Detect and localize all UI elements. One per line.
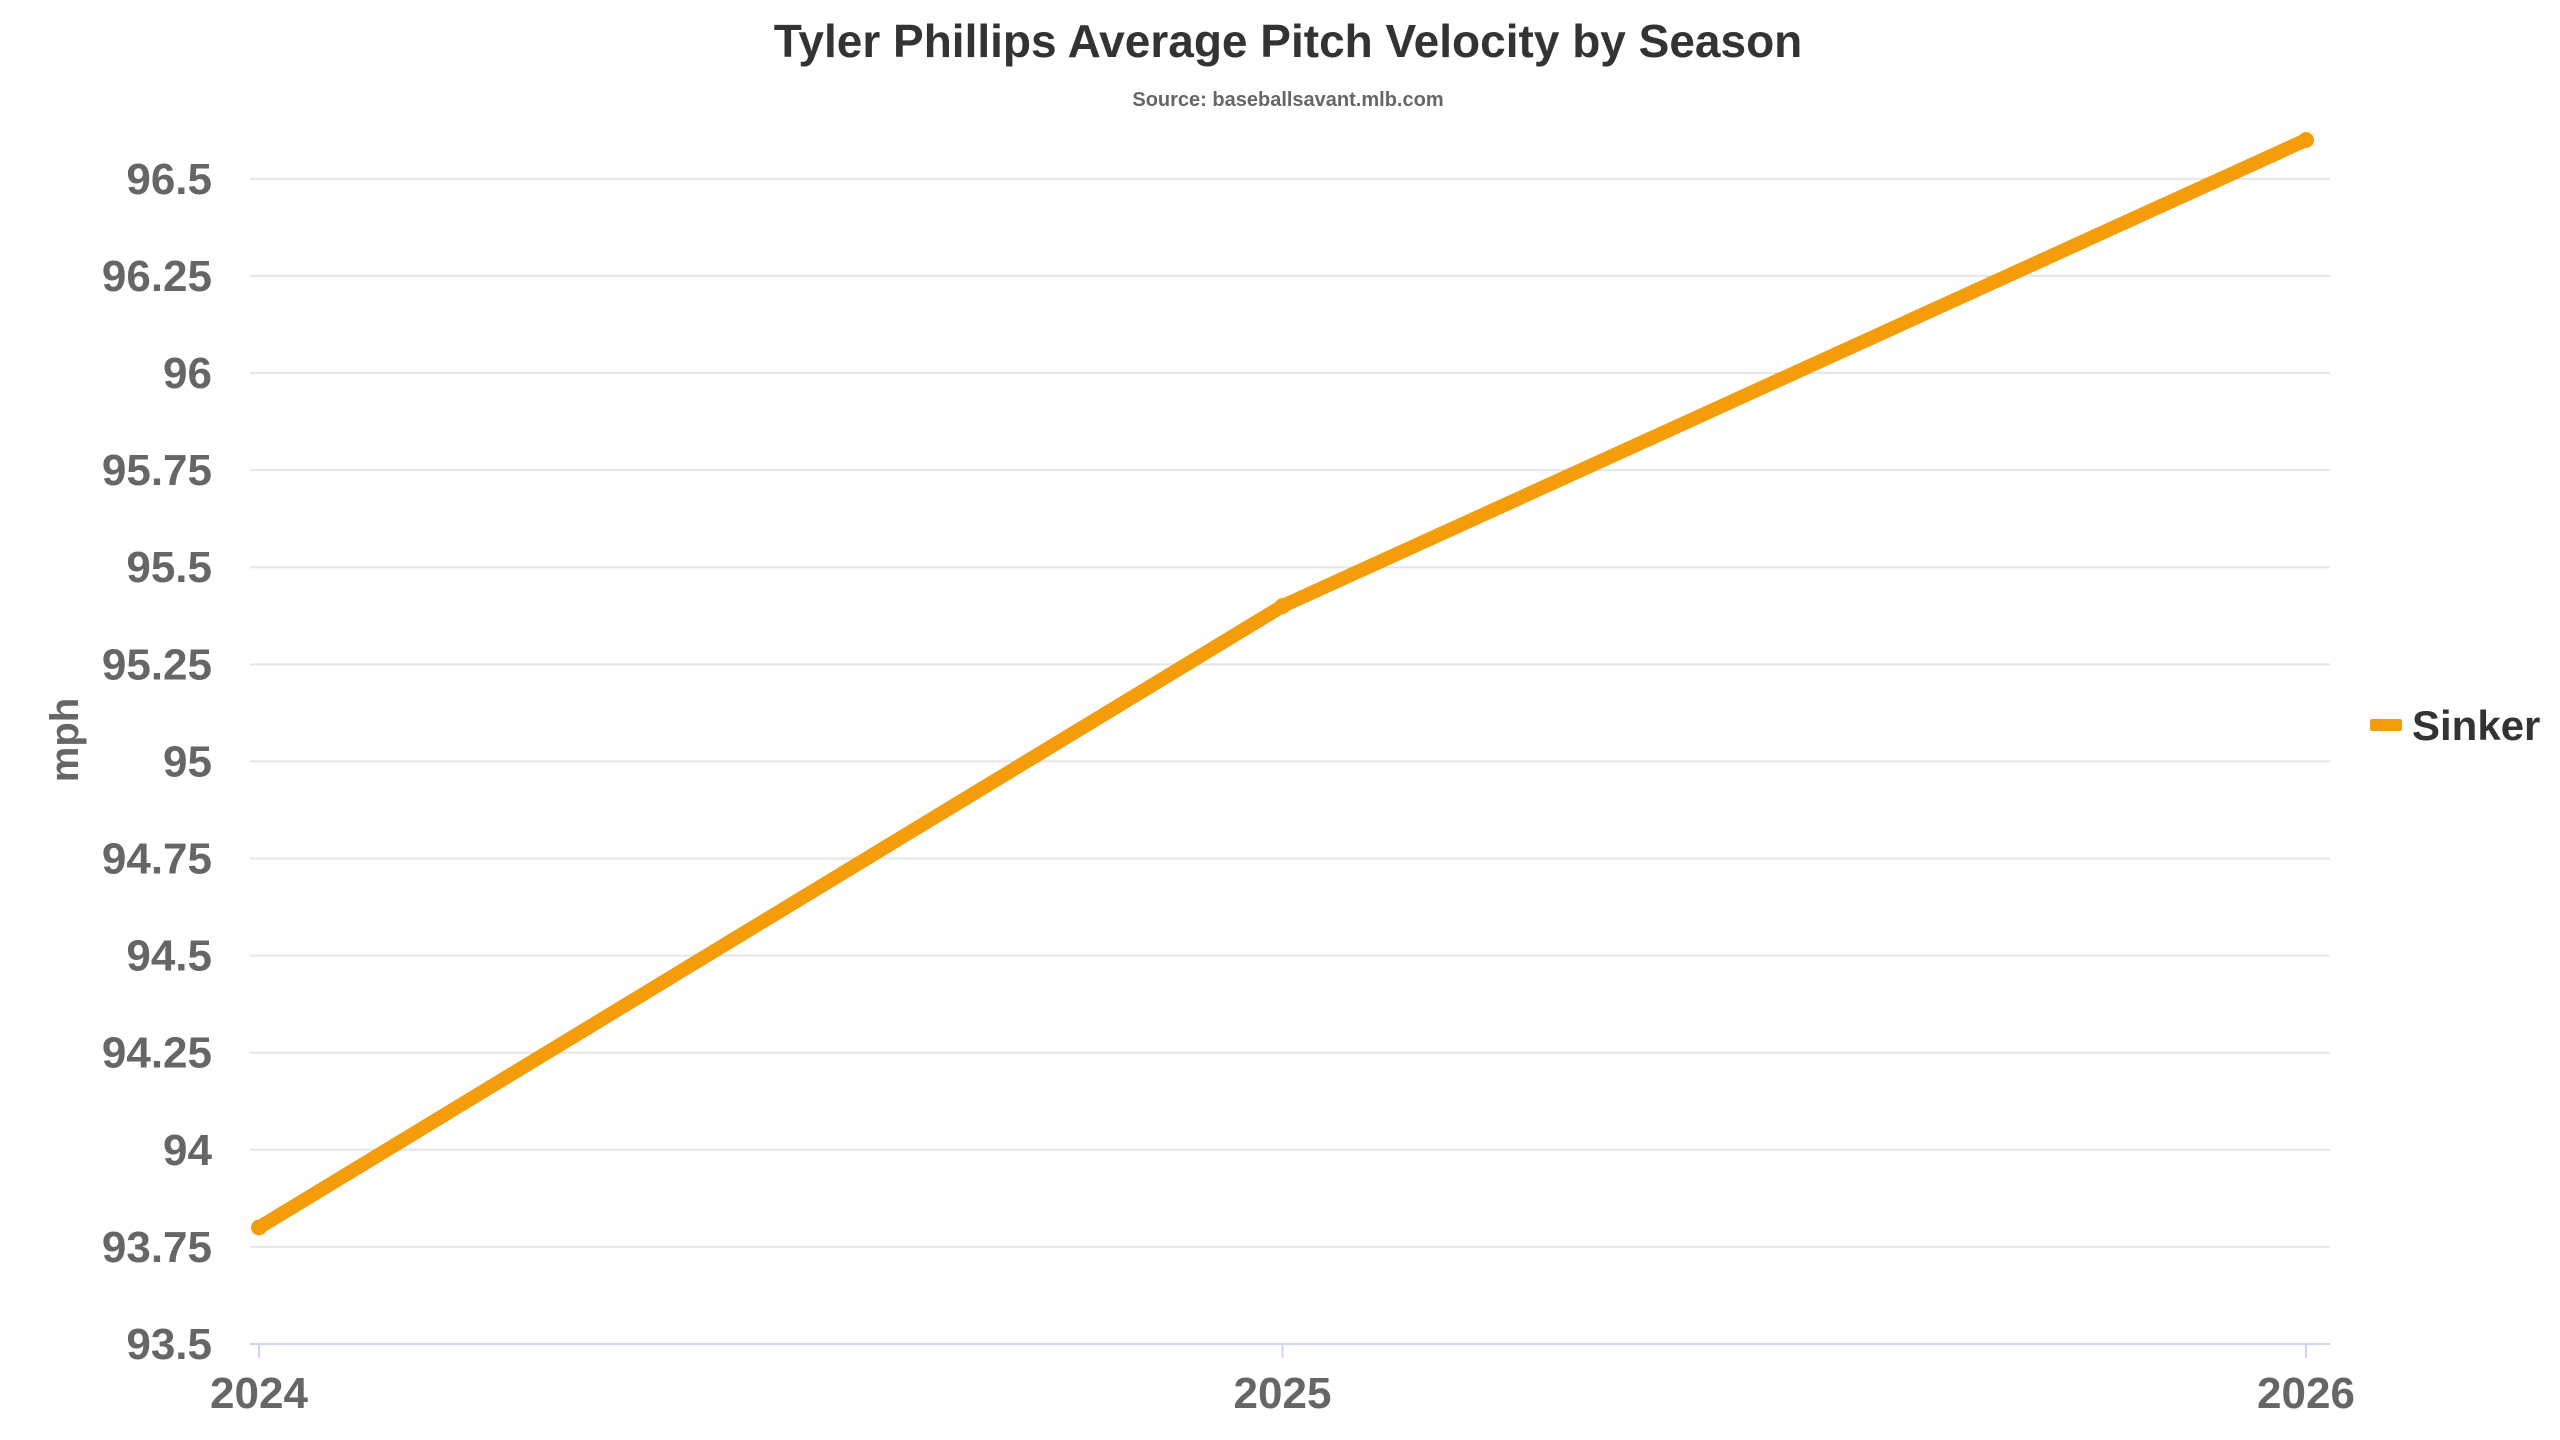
- gridlines: [250, 177, 2330, 1248]
- y-tick-label: 95.75: [102, 446, 212, 495]
- chart-title: Tyler Phillips Average Pitch Velocity by…: [774, 15, 1803, 67]
- y-tick-label: 96.5: [126, 155, 212, 204]
- y-tick-label: 94.25: [102, 1029, 212, 1078]
- data-point[interactable]: [2298, 132, 2314, 148]
- legend-label-sinker: Sinker: [2412, 702, 2540, 749]
- y-tick-label: 95.5: [126, 543, 212, 592]
- chart-subtitle: Source: baseballsavant.mlb.com: [1132, 89, 1443, 111]
- y-tick-label: 93.5: [126, 1320, 212, 1369]
- y-tick-label: 94.75: [102, 835, 212, 884]
- data-point[interactable]: [1274, 598, 1291, 615]
- legend[interactable]: Sinker: [2370, 702, 2540, 749]
- y-tick-label: 94: [163, 1126, 212, 1175]
- y-tick-label: 95: [163, 737, 212, 786]
- series-layer: [251, 132, 2314, 1236]
- x-tick-label: 2025: [1234, 1369, 1332, 1418]
- x-tick-label: 2026: [2257, 1369, 2355, 1418]
- x-axis-ticks: 2024 2025 2026: [210, 1344, 2355, 1418]
- y-tick-label: 96.25: [102, 252, 212, 301]
- legend-swatch-sinker: [2370, 719, 2402, 731]
- y-axis-title: mph: [43, 698, 87, 782]
- y-tick-label: 96: [163, 349, 212, 398]
- y-tick-label: 94.5: [126, 932, 212, 981]
- y-axis-tick-labels: 93.5 93.75 94 94.25 94.5 94.75 95 95.25 95.5 95.7…: [102, 155, 213, 1369]
- data-point[interactable]: [251, 1219, 267, 1236]
- y-tick-label: 95.25: [102, 640, 212, 689]
- x-tick-label: 2024: [210, 1369, 308, 1418]
- y-tick-label: 93.75: [102, 1223, 212, 1272]
